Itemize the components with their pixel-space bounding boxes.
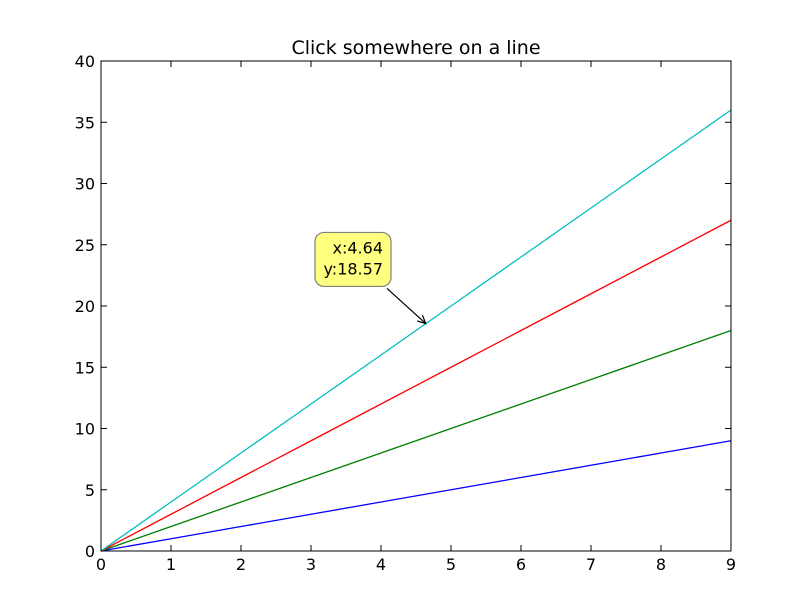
y-tick-label: 15 bbox=[75, 358, 95, 377]
x-tick-label: 0 bbox=[96, 555, 106, 574]
y-tick-label: 20 bbox=[75, 297, 95, 316]
x-tick-label: 8 bbox=[656, 555, 666, 574]
x-tick-label: 1 bbox=[166, 555, 176, 574]
ticks-layer: 0 1 2 3 4 5 6 7 8 9 0 5 10 15 20 25 30 35 40 bbox=[75, 52, 736, 574]
y-tick-label: 25 bbox=[75, 236, 95, 255]
y-tick-label: 35 bbox=[75, 113, 95, 132]
chart-title: Click somewhere on a line bbox=[291, 37, 540, 59]
y-tick-label: 0 bbox=[85, 542, 95, 561]
x-tick-label: 2 bbox=[236, 555, 246, 574]
annotation-y-label: y:18.57 bbox=[324, 259, 384, 278]
y-tick-label: 40 bbox=[75, 52, 95, 71]
series-line-2[interactable] bbox=[100, 329, 732, 552]
annotation-box bbox=[314, 231, 392, 288]
x-tick-label: 3 bbox=[306, 555, 316, 574]
series-line-4[interactable] bbox=[100, 109, 732, 552]
plot-frame bbox=[100, 60, 732, 552]
series-line-1[interactable] bbox=[100, 440, 732, 552]
plot-area[interactable] bbox=[101, 61, 731, 551]
y-tick-label: 30 bbox=[75, 175, 95, 194]
x-tick-label: 9 bbox=[726, 555, 736, 574]
annotation: x:4.64 y:18.57 bbox=[314, 231, 427, 325]
y-tick-label: 10 bbox=[75, 420, 95, 439]
series-layer bbox=[100, 109, 732, 552]
annotation-arrow bbox=[386, 288, 427, 324]
y-tick-label: 5 bbox=[85, 481, 95, 500]
x-tick-label: 4 bbox=[376, 555, 386, 574]
annotation-x-label: x:4.64 bbox=[333, 238, 383, 257]
x-tick-label: 5 bbox=[446, 555, 456, 574]
series-line-3[interactable] bbox=[100, 219, 732, 552]
x-tick-label: 6 bbox=[516, 555, 526, 574]
x-tick-label: 7 bbox=[586, 555, 596, 574]
annotation-arrowhead bbox=[416, 314, 427, 325]
